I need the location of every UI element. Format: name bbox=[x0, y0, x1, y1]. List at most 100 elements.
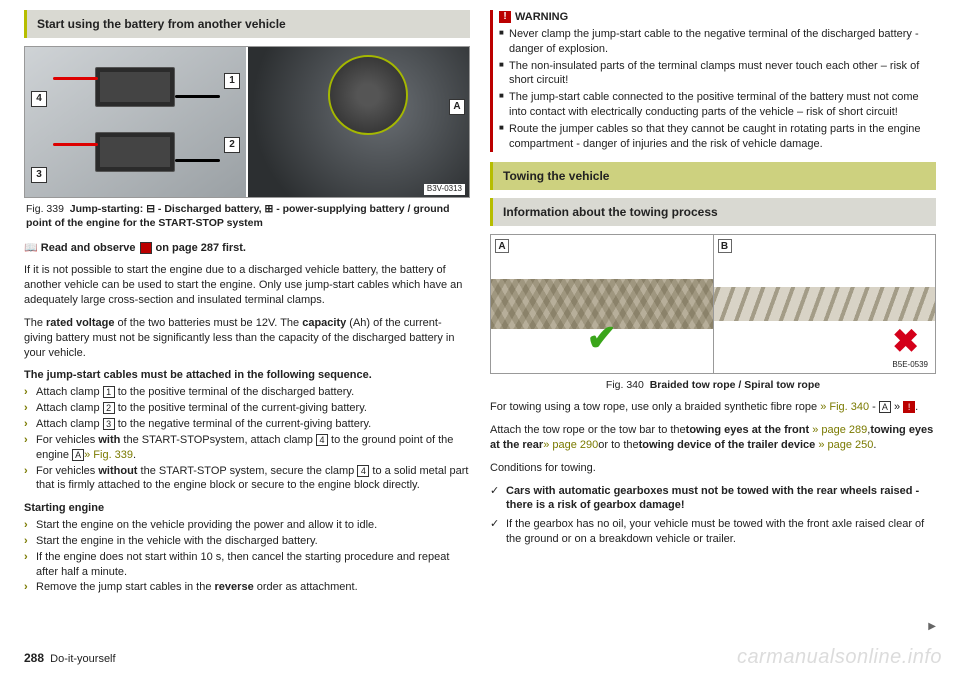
warning-title: WARNING bbox=[515, 10, 568, 25]
ref: » Fig. 340 bbox=[820, 401, 869, 413]
warning-icon: ! bbox=[499, 11, 511, 23]
page-body: Start using the battery from another veh… bbox=[0, 0, 960, 640]
seq-item: For vehicles without the START-STOP syst… bbox=[24, 464, 470, 494]
figure-339-images: 1 2 3 4 A B3V-0313 bbox=[24, 46, 470, 198]
tow-para-1: For towing using a tow rope, use only a … bbox=[490, 400, 936, 415]
panel-label-B: B bbox=[718, 239, 732, 253]
t: For vehicles bbox=[36, 434, 98, 446]
tow-para-2: Attach the tow rope or the tow bar to th… bbox=[490, 423, 936, 453]
box-A: A bbox=[72, 449, 84, 461]
callout-1: 1 bbox=[224, 73, 240, 89]
t: with bbox=[98, 434, 120, 446]
para-1: If it is not possible to start the engin… bbox=[24, 263, 470, 308]
condition-item: Cars with automatic gearboxes must not b… bbox=[490, 484, 936, 514]
start-item: Start the engine on the vehicle providin… bbox=[24, 518, 470, 533]
check-icon: ✔ bbox=[587, 314, 617, 363]
warning-head: ! WARNING bbox=[499, 10, 936, 25]
figure-339: 1 2 3 4 A B3V-0313 Fig. 339 Jump-startin… bbox=[24, 46, 470, 230]
t: capacity bbox=[302, 317, 346, 329]
wire-black bbox=[175, 95, 220, 98]
box-3: 3 bbox=[103, 418, 115, 430]
t: Attach clamp bbox=[36, 418, 103, 430]
read-observe: 📖 Read and observe on page 287 first. bbox=[24, 241, 470, 256]
box-2: 2 bbox=[103, 402, 115, 414]
callout-A: A bbox=[449, 99, 465, 115]
box-1: 1 bbox=[103, 386, 115, 398]
figure-339-photo: A B3V-0313 bbox=[248, 47, 469, 197]
continue-arrow-icon: ▶ bbox=[928, 620, 936, 634]
t: to the positive terminal of the current-… bbox=[115, 402, 367, 414]
start-item: Remove the jump start cables in the reve… bbox=[24, 580, 470, 595]
battery-bottom bbox=[95, 132, 175, 172]
wire-red bbox=[53, 77, 98, 80]
t: without bbox=[98, 465, 137, 477]
page-number: 288 bbox=[24, 651, 44, 665]
fig-label: Fig. 340 bbox=[606, 379, 644, 391]
img-code: B3V-0313 bbox=[424, 184, 465, 195]
figure-339-caption: Fig. 339 Jump-starting: ⊟ - Discharged b… bbox=[24, 202, 470, 230]
sequence-list: Attach clamp 1 to the positive terminal … bbox=[24, 385, 470, 493]
magnify-circle bbox=[328, 55, 408, 135]
t: to the positive terminal of the discharg… bbox=[115, 386, 354, 398]
t: rated voltage bbox=[46, 317, 114, 329]
img-code-2: B5E-0539 bbox=[889, 360, 931, 371]
warning-box: ! WARNING Never clamp the jump-start cab… bbox=[490, 10, 936, 152]
conditions-head: Conditions for towing. bbox=[490, 461, 936, 476]
t: The bbox=[24, 317, 46, 329]
fig-label: Fig. 339 bbox=[26, 203, 64, 215]
t: Attach clamp bbox=[36, 386, 103, 398]
warning-item: Never clamp the jump-start cable to the … bbox=[499, 27, 936, 57]
t: to the negative terminal of the current-… bbox=[115, 418, 372, 430]
start-item: Start the engine in the vehicle with the… bbox=[24, 534, 470, 549]
box-4: 4 bbox=[316, 434, 328, 446]
sequence-head: The jump-start cables must be attached i… bbox=[24, 368, 470, 383]
t: Attach clamp bbox=[36, 402, 103, 414]
seq-item: Attach clamp 3 to the negative terminal … bbox=[24, 417, 470, 432]
warning-item: The jump-start cable connected to the po… bbox=[499, 90, 936, 120]
starting-list: Start the engine on the vehicle providin… bbox=[24, 518, 470, 595]
spiral-rope bbox=[713, 287, 936, 321]
warning-item: The non-insulated parts of the terminal … bbox=[499, 59, 936, 89]
section-header-info: Information about the towing process bbox=[490, 198, 936, 226]
t: For towing using a tow rope, use only a … bbox=[490, 401, 820, 413]
t: the START-STOPsystem, attach clamp bbox=[120, 434, 316, 446]
panel-label-A: A bbox=[495, 239, 509, 253]
warn-inline-icon: ! bbox=[903, 401, 915, 413]
t: - bbox=[869, 401, 879, 413]
starting-head: Starting engine bbox=[24, 501, 470, 516]
start-item: If the engine does not start within 10 s… bbox=[24, 550, 470, 580]
t: the START-STOP system, secure the clamp bbox=[137, 465, 357, 477]
box-4: 4 bbox=[357, 465, 369, 477]
t: For vehicles bbox=[36, 465, 98, 477]
ref: » Fig. 339 bbox=[84, 449, 133, 461]
figure-340: A ✔ B ✖ B5E-0539 bbox=[490, 234, 936, 374]
warning-list: Never clamp the jump-start cable to the … bbox=[499, 27, 936, 152]
t: » bbox=[891, 401, 903, 413]
callout-3: 3 bbox=[31, 167, 47, 183]
figure-339-diagram: 1 2 3 4 bbox=[25, 47, 246, 197]
callout-4: 4 bbox=[31, 91, 47, 107]
panel-A: A ✔ bbox=[491, 235, 713, 373]
fig-text: Jump-starting: ⊟ - Discharged battery, ⊞… bbox=[26, 203, 449, 229]
condition-item: If the gearbox has no oil, your vehicle … bbox=[490, 517, 936, 547]
seq-item: Attach clamp 2 to the positive terminal … bbox=[24, 401, 470, 416]
footer-section: Do-it-yourself bbox=[50, 653, 115, 665]
fig-text: Braided tow rope / Spiral tow rope bbox=[650, 379, 820, 391]
t: of the two batteries must be 12V. The bbox=[114, 317, 302, 329]
section-header-battery: Start using the battery from another veh… bbox=[24, 10, 470, 38]
section-header-towing: Towing the vehicle bbox=[490, 162, 936, 190]
warning-icon bbox=[140, 242, 152, 254]
panel-B: B ✖ B5E-0539 bbox=[713, 235, 936, 373]
seq-item: For vehicles with the START-STOPsystem, … bbox=[24, 433, 470, 463]
figure-340-caption: Fig. 340 Braided tow rope / Spiral tow r… bbox=[490, 378, 936, 392]
watermark: carmanualsonline.info bbox=[737, 644, 942, 671]
battery-top bbox=[95, 67, 175, 107]
page-footer: 288 Do-it-yourself bbox=[24, 650, 116, 667]
para-2: The rated voltage of the two batteries m… bbox=[24, 316, 470, 361]
left-column: Start using the battery from another veh… bbox=[24, 10, 470, 640]
warning-item: Route the jumper cables so that they can… bbox=[499, 122, 936, 152]
read-observe-post: on page 287 first. bbox=[156, 241, 246, 256]
right-column: ! WARNING Never clamp the jump-start cab… bbox=[490, 10, 936, 640]
cross-icon: ✖ bbox=[892, 320, 919, 363]
wire-black bbox=[175, 159, 220, 162]
